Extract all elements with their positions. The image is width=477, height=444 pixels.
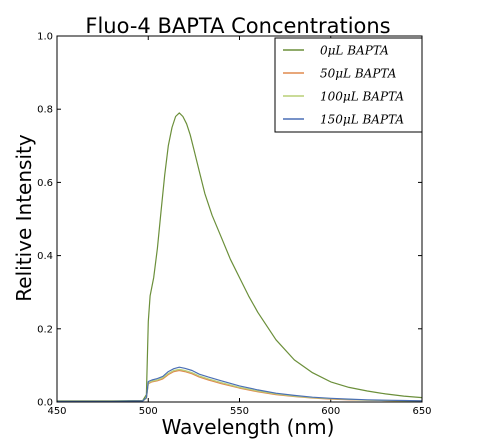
y-tick-label: 0.2: [37, 324, 53, 335]
y-tick-label: 0.0: [37, 398, 53, 409]
legend-box: [274, 37, 423, 133]
x-axis-label: Wavelength (nm): [162, 415, 335, 439]
legend-label-1: 50μL BAPTA: [320, 67, 397, 81]
x-tick-label: 450: [47, 406, 66, 417]
plot-frame: [56, 35, 423, 403]
y-axis-ticks: 0.0 0.2 0.4 0.6 0.8 1.0: [37, 32, 422, 409]
legend-label-2: 100μL BAPTA: [320, 90, 404, 104]
x-tick-label: 600: [321, 406, 340, 417]
series-line-3: [57, 366, 423, 402]
y-tick-label: 1.0: [37, 32, 53, 43]
y-tick-label: 0.6: [37, 178, 53, 189]
legend-label-0: 0μL BAPTA: [320, 44, 389, 58]
y-tick-label: 0.8: [37, 105, 53, 116]
x-tick-label: 550: [230, 406, 249, 417]
legend-label-3: 150μL BAPTA: [320, 113, 404, 127]
y-axis-label: Relitive Intensity: [12, 134, 36, 302]
x-tick-label: 650: [412, 406, 431, 417]
chart-title: Fluo-4 BAPTA Concentrations: [85, 14, 390, 38]
chart-legend: 0μL BAPTA 50μL BAPTA 100μL BAPTA 150μL BAPT…: [274, 37, 423, 133]
y-tick-label: 0.4: [37, 251, 53, 262]
x-tick-label: 500: [139, 406, 158, 417]
series-line-0: [57, 112, 423, 402]
plot-series: [57, 112, 423, 402]
